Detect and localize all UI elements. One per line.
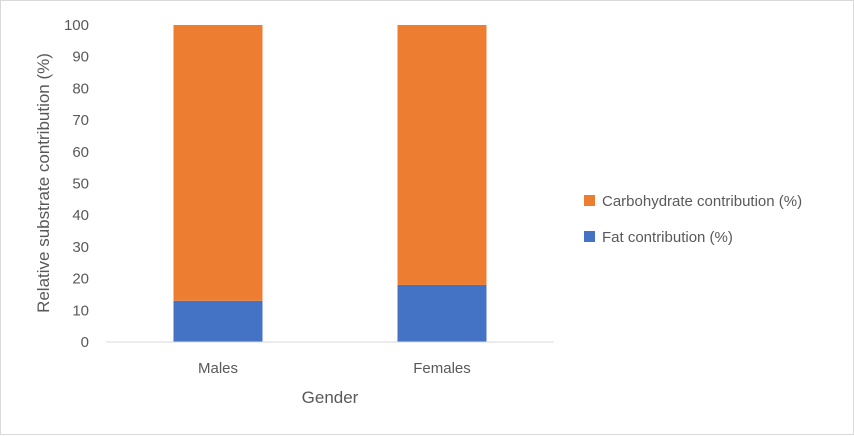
x-axis-ticks: Males Females — [198, 360, 471, 377]
y-tick-label: 10 — [72, 302, 89, 319]
legend-label: Carbohydrate contribution (%) — [602, 193, 802, 210]
y-tick-label: 100 — [64, 17, 89, 34]
y-tick-label: 0 — [81, 334, 89, 351]
y-axis-title: Relative substrate contribution (%) — [34, 53, 53, 313]
bar-segment-carbohydrate-males — [173, 25, 263, 301]
y-tick-label: 50 — [72, 176, 89, 193]
y-tick-label: 20 — [72, 271, 89, 288]
y-tick-label: 80 — [72, 80, 89, 97]
y-tick-label: 90 — [72, 49, 89, 66]
y-tick-label: 30 — [72, 239, 89, 256]
bar-segment-fat-females — [397, 284, 487, 342]
legend-swatch — [584, 195, 595, 206]
legend-label: Fat contribution (%) — [602, 229, 733, 246]
y-axis-ticks: 0 10 20 30 40 50 60 70 80 90 100 — [64, 17, 89, 351]
y-tick-label: 70 — [72, 112, 89, 129]
bars — [173, 25, 487, 342]
y-tick-label: 40 — [72, 207, 89, 224]
x-axis-title: Gender — [302, 388, 359, 407]
x-tick-label: Females — [413, 360, 471, 377]
legend-swatch — [584, 231, 595, 242]
legend: Carbohydrate contribution (%) Fat contrib… — [584, 193, 802, 246]
bar-segment-carbohydrate-females — [397, 25, 487, 285]
x-tick-label: Males — [198, 360, 238, 377]
bar-segment-fat-males — [173, 300, 263, 342]
y-tick-label: 60 — [72, 144, 89, 161]
